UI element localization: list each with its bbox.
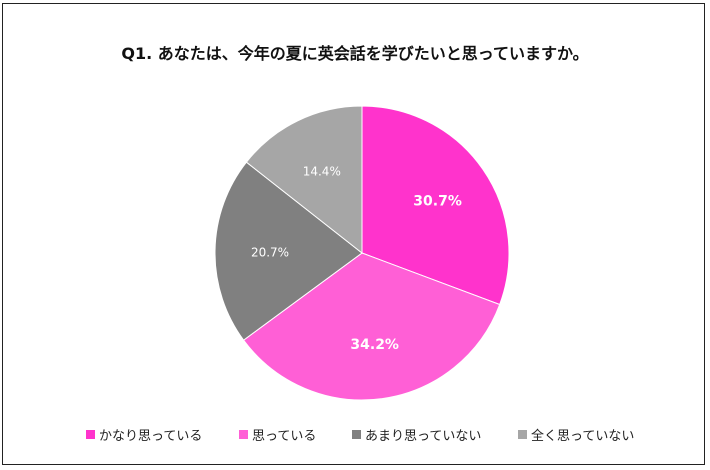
pie-data-labels: 30.7% 34.2% 20.7% 14.4%	[251, 164, 462, 353]
legend-label: 全く思っていない	[531, 429, 635, 444]
data-label-0: 30.7%	[413, 194, 462, 210]
legend: かなり思っている 思っている あまり思っていない 全く思っていない	[0, 425, 710, 445]
legend-swatch	[352, 430, 361, 439]
pie-slice-3	[245, 105, 363, 255]
legend-item-omotteiru: 思っている	[239, 425, 316, 444]
legend-item-amari: あまり思っていない	[352, 425, 481, 444]
pie-slice-1	[242, 252, 501, 401]
legend-label: 思っている	[252, 429, 317, 444]
data-label-1: 34.2%	[350, 337, 399, 353]
pie-slice-0	[361, 105, 510, 306]
data-label-2: 20.7%	[251, 246, 289, 260]
data-label-3: 14.4%	[303, 164, 341, 178]
legend-label: かなり思っている	[99, 429, 203, 444]
legend-item-mattaku: 全く思っていない	[518, 425, 634, 444]
pie-slice-2	[214, 161, 363, 341]
chart-title: Q1. あなたは、今年の夏に英会話を学びたいと思っていますか。	[121, 44, 589, 63]
legend-swatch	[518, 430, 527, 439]
pie-slices	[214, 105, 510, 401]
legend-label: あまり思っていない	[365, 429, 482, 444]
legend-swatch	[239, 430, 248, 439]
legend-swatch	[86, 430, 95, 439]
legend-item-kanari: かなり思っている	[86, 425, 202, 444]
